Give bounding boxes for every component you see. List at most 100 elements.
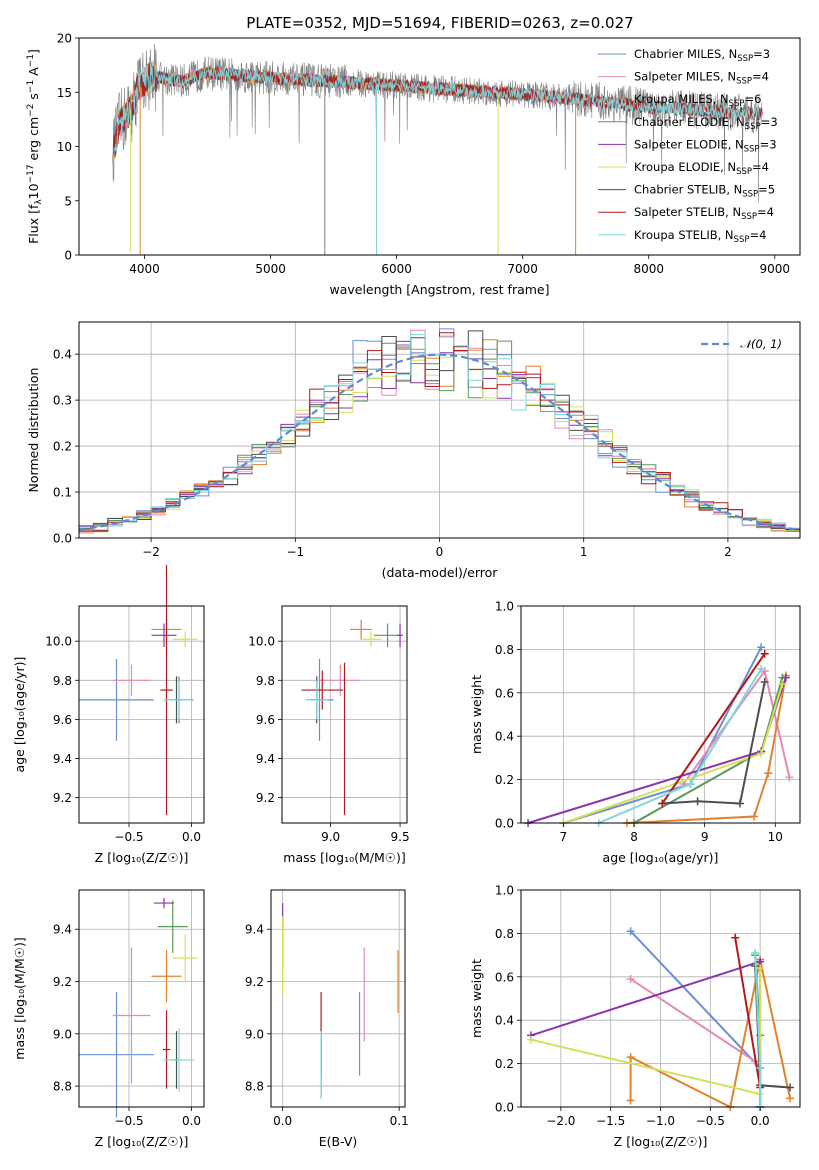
x-tick-label: 9: [701, 830, 709, 844]
x-tick-label: 5000: [255, 262, 286, 276]
y-tick-label: 9.4: [256, 752, 275, 766]
legend-entry: Kroupa ELODIE, NSSP=4: [634, 160, 769, 177]
y-tick-label: 0.2: [495, 1057, 514, 1071]
x-tick-label: 0.1: [390, 1114, 409, 1128]
residuals-panel: −2 −1 0 1 2 0.0 0.1 0.2 0.3 0.4 (data-model)/error…: [26, 321, 801, 580]
figure-title: PLATE=0352, MJD=51694, FIBERID=0263, z=0…: [246, 14, 633, 32]
legend-entry: Salpeter MILES, NSSP=4: [634, 70, 769, 87]
y-tick-label: 0.6: [495, 970, 514, 984]
legend-entry: Chabrier ELODIE, NSSP=3: [634, 115, 778, 132]
errorbar-salpeter-stelib: [301, 670, 344, 710]
y-tick-label: 0.8: [495, 927, 514, 941]
y-tick-label: 9.4: [53, 752, 72, 766]
errorbar-salpeter-miles: [112, 664, 151, 696]
weight-marker: [760, 649, 769, 658]
x-tick-label: −1: [286, 545, 304, 559]
x-tick-label: −0.5: [696, 1114, 725, 1128]
x-tick-label: 9.0: [321, 830, 340, 844]
errorbar-chabrier-miles: [79, 991, 154, 1118]
y-tick-label: 0.4: [495, 730, 514, 744]
spectrum-panel: 4000 5000 6000 7000 8000 9000 0 5 10 15 20 waveleng…: [26, 32, 801, 297]
weight-marker: [764, 769, 773, 778]
weight-vs-z-panel: −2.0 −1.5 −1.0 −0.5 0.0 0.0 0.2 0.4 0.6 0.8 1.0 Z […: [469, 884, 801, 1149]
y-axis-label: age [log₁₀(age/yr)]: [12, 657, 27, 773]
errorbar-kroupa-stelib: [164, 680, 194, 720]
y-tick-label: 0.2: [495, 773, 514, 787]
y-tick-label: 5: [64, 194, 72, 208]
y-tick-label: 9.4: [245, 923, 264, 937]
legend-entry: 𝒩(0, 1): [740, 337, 782, 351]
x-tick-label: 10: [768, 830, 783, 844]
errorbar-salpeter-stelib: [160, 564, 173, 816]
histogram-kroupa-stelib: [79, 333, 800, 531]
x-tick-label: −2.0: [546, 1114, 575, 1128]
errorbar-kroupa-stelib: [305, 680, 328, 720]
x-tick-label: 0.0: [751, 1114, 770, 1128]
y-tick-label: 10.0: [45, 635, 72, 649]
weight-marker: [750, 812, 759, 821]
y-tick-label: 9.2: [245, 975, 264, 989]
x-tick-label: 0.0: [182, 830, 201, 844]
x-tick-label: −0.5: [114, 830, 143, 844]
x-tick-label: −1.5: [596, 1114, 625, 1128]
x-axis-label: E(B-V): [319, 1134, 358, 1149]
y-tick-label: 1.0: [495, 600, 514, 614]
x-tick-label: −1.0: [646, 1114, 675, 1128]
weight-marker: [757, 643, 766, 652]
x-tick-label: 6000: [381, 262, 412, 276]
x-tick-label: 8000: [633, 262, 664, 276]
weight-marker: [785, 773, 794, 782]
age-vs-mass-panel: 9.0 9.5 9.2 9.4 9.6 9.8 10.0 mass [log₁₀(M/M☉)]: [248, 605, 410, 865]
x-tick-label: 0: [436, 545, 444, 559]
legend-entry: Chabrier STELIB, NSSP=5: [634, 183, 775, 200]
weight-marker: [778, 680, 787, 689]
y-tick-label: 0.2: [53, 440, 72, 454]
x-tick-label: 1: [580, 545, 588, 559]
weight-series-kroupa-miles: [622, 671, 790, 827]
weight-series-chabrier-miles: [626, 927, 765, 1111]
y-tick-label: 0.4: [495, 1014, 514, 1028]
weight-marker: [757, 749, 766, 758]
y-tick-label: 9.8: [256, 674, 275, 688]
weight-vs-age-frame: [520, 605, 801, 824]
y-tick-label: 0.0: [495, 1101, 514, 1115]
x-tick-label: 9.5: [391, 830, 410, 844]
x-tick-label: −2: [142, 545, 160, 559]
y-axis-label: Flux [fλ10−17 erg cm−2 s−1 A−1]: [26, 49, 44, 244]
x-tick-label: 4000: [129, 262, 160, 276]
age-vs-z-panel: −0.5 0.0 9.2 9.4 9.6 9.8 10.0 Z [log₁₀(Z/Z☉)] ag…: [12, 564, 205, 865]
weight-marker: [757, 664, 766, 673]
x-tick-label: 0.0: [273, 1114, 292, 1128]
y-tick-label: 0.0: [495, 817, 514, 831]
weight-marker: [751, 948, 760, 957]
mass-vs-z-frame: [78, 889, 205, 1108]
weight-marker: [626, 974, 635, 983]
errorbar-chabrier-elodie: [157, 900, 188, 953]
errorbar-salpeter-stelib: [162, 1010, 171, 1089]
errorbar-salpeter-miles: [319, 664, 362, 696]
y-tick-label: 9.0: [245, 1027, 264, 1041]
weight-marker: [756, 964, 765, 973]
weight-marker: [526, 1035, 535, 1044]
y-tick-label: 10.0: [248, 635, 275, 649]
y-axis-label: mass weight: [469, 959, 484, 1038]
errorbar-kroupa-miles: [350, 619, 373, 640]
y-tick-label: 20: [57, 32, 72, 46]
age-vs-z-frame: [78, 605, 205, 824]
weight-vs-age-panel: 7 8 9 10 0.0 0.2 0.4 0.6 0.8 1.0 age [log₁₀(age/yr…: [469, 600, 801, 865]
x-axis-label: age [log₁₀(age/yr)]: [603, 850, 719, 865]
y-tick-label: 9.0: [53, 1027, 72, 1041]
x-axis-label: Z [log₁₀(Z/Z☉)]: [95, 1134, 189, 1149]
errorbar-kroupa-miles: [151, 950, 182, 1003]
legend-entry: Salpeter STELIB, NSSP=4: [634, 205, 774, 222]
y-axis-label: mass [log₁₀(M/M☉)]: [12, 937, 27, 1059]
y-tick-label: 9.2: [256, 791, 275, 805]
y-axis-label: Normed distribution: [26, 368, 41, 493]
spectrum-legend: Chabrier MILES, NSSP=3 Salpeter MILES, NS…: [598, 47, 778, 245]
errorbar-chabrier-miles: [79, 658, 154, 741]
model-line-kroupa-stelib: [112, 62, 763, 167]
y-tick-label: 0.0: [53, 532, 72, 546]
weight-marker: [781, 673, 790, 682]
x-tick-label: −0.5: [114, 1114, 143, 1128]
errorbar-kroupa-elodie: [359, 631, 382, 648]
